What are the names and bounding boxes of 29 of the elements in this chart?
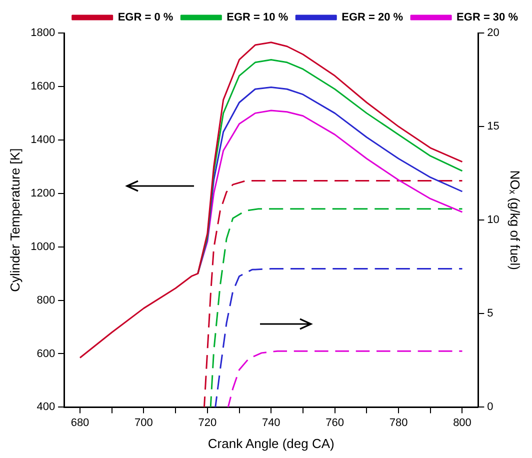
y-tick-label: 1400 — [30, 134, 56, 146]
legend-label: EGR = 20 % — [342, 12, 404, 24]
legend-label: EGR = 0 % — [118, 12, 174, 24]
x-tick-label: 780 — [389, 416, 408, 429]
y2-tick-label: 20 — [487, 27, 500, 40]
y2-axis-title: NOₓ (g/kg of fuel) — [508, 170, 523, 270]
x-tick-label: 720 — [198, 416, 217, 429]
y-tick-label: 1200 — [30, 187, 56, 200]
x-tick-label: 680 — [70, 416, 90, 429]
y2-tick-label: 15 — [487, 120, 500, 133]
y-tick-label: 800 — [36, 294, 56, 306]
x-tick-label: 760 — [326, 416, 344, 429]
x-tick-label: 700 — [134, 416, 153, 429]
y-axis-title: Cylinder Temperature [K] — [7, 148, 22, 292]
x-tick-label: 740 — [262, 416, 280, 429]
y-tick-label: 1000 — [30, 240, 56, 253]
y2-tick-label: 10 — [487, 214, 500, 226]
line-series — [214, 268, 463, 408]
y2-tick-label: 5 — [487, 308, 494, 320]
y-tick-label: 400 — [36, 401, 56, 414]
x-axis-title: Crank Angle (deg CA) — [208, 436, 334, 451]
y-tick-label: 1600 — [30, 80, 56, 92]
y2-tick-label: 0 — [487, 401, 494, 414]
line-series — [227, 350, 463, 408]
legend-label: EGR = 30 % — [456, 12, 518, 24]
x-tick-label: 800 — [453, 416, 472, 429]
legend-label: EGR = 10 % — [226, 12, 288, 24]
y-tick-label: 600 — [36, 348, 56, 360]
y-tick-label: 1800 — [30, 27, 56, 40]
